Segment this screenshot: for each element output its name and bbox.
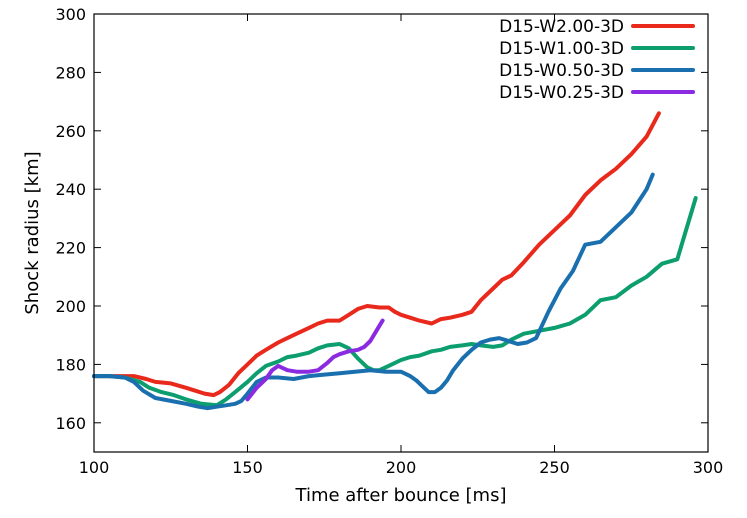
y-tick-label: 260 (55, 122, 86, 141)
series-line-3 (245, 318, 385, 402)
series-line-2 (92, 172, 655, 411)
x-tick-label: 300 (693, 458, 724, 477)
x-tick-label: 200 (386, 458, 417, 477)
y-tick-label: 180 (55, 355, 86, 374)
series-line-1 (92, 196, 698, 408)
series-layer (92, 111, 698, 411)
x-axis-label: Time after bounce [ms] (295, 485, 507, 506)
y-tick-label: 300 (55, 5, 86, 24)
legend-label: D15-W0.25-3D (499, 83, 624, 103)
y-tick-label: 240 (55, 180, 86, 199)
y-tick-label: 200 (55, 297, 86, 316)
series-line-0 (92, 111, 661, 398)
legend-label: D15-W2.00-3D (499, 17, 624, 37)
y-tick-label: 160 (55, 414, 86, 433)
x-tick-label: 150 (232, 458, 263, 477)
y-tick-label: 220 (55, 239, 86, 258)
legend: D15-W2.00-3DD15-W1.00-3DD15-W0.50-3DD15-… (499, 17, 695, 103)
y-axis-label: Shock radius [km] (22, 151, 43, 314)
axis-ticks: 100 150 200 250 300 160 180 200 220 240 260 280 300 (55, 5, 723, 477)
legend-label: D15-W1.00-3D (499, 39, 624, 59)
legend-label: D15-W0.50-3D (499, 61, 624, 81)
x-tick-label: 250 (539, 458, 570, 477)
x-tick-label: 100 (79, 458, 110, 477)
y-tick-label: 280 (55, 63, 86, 82)
